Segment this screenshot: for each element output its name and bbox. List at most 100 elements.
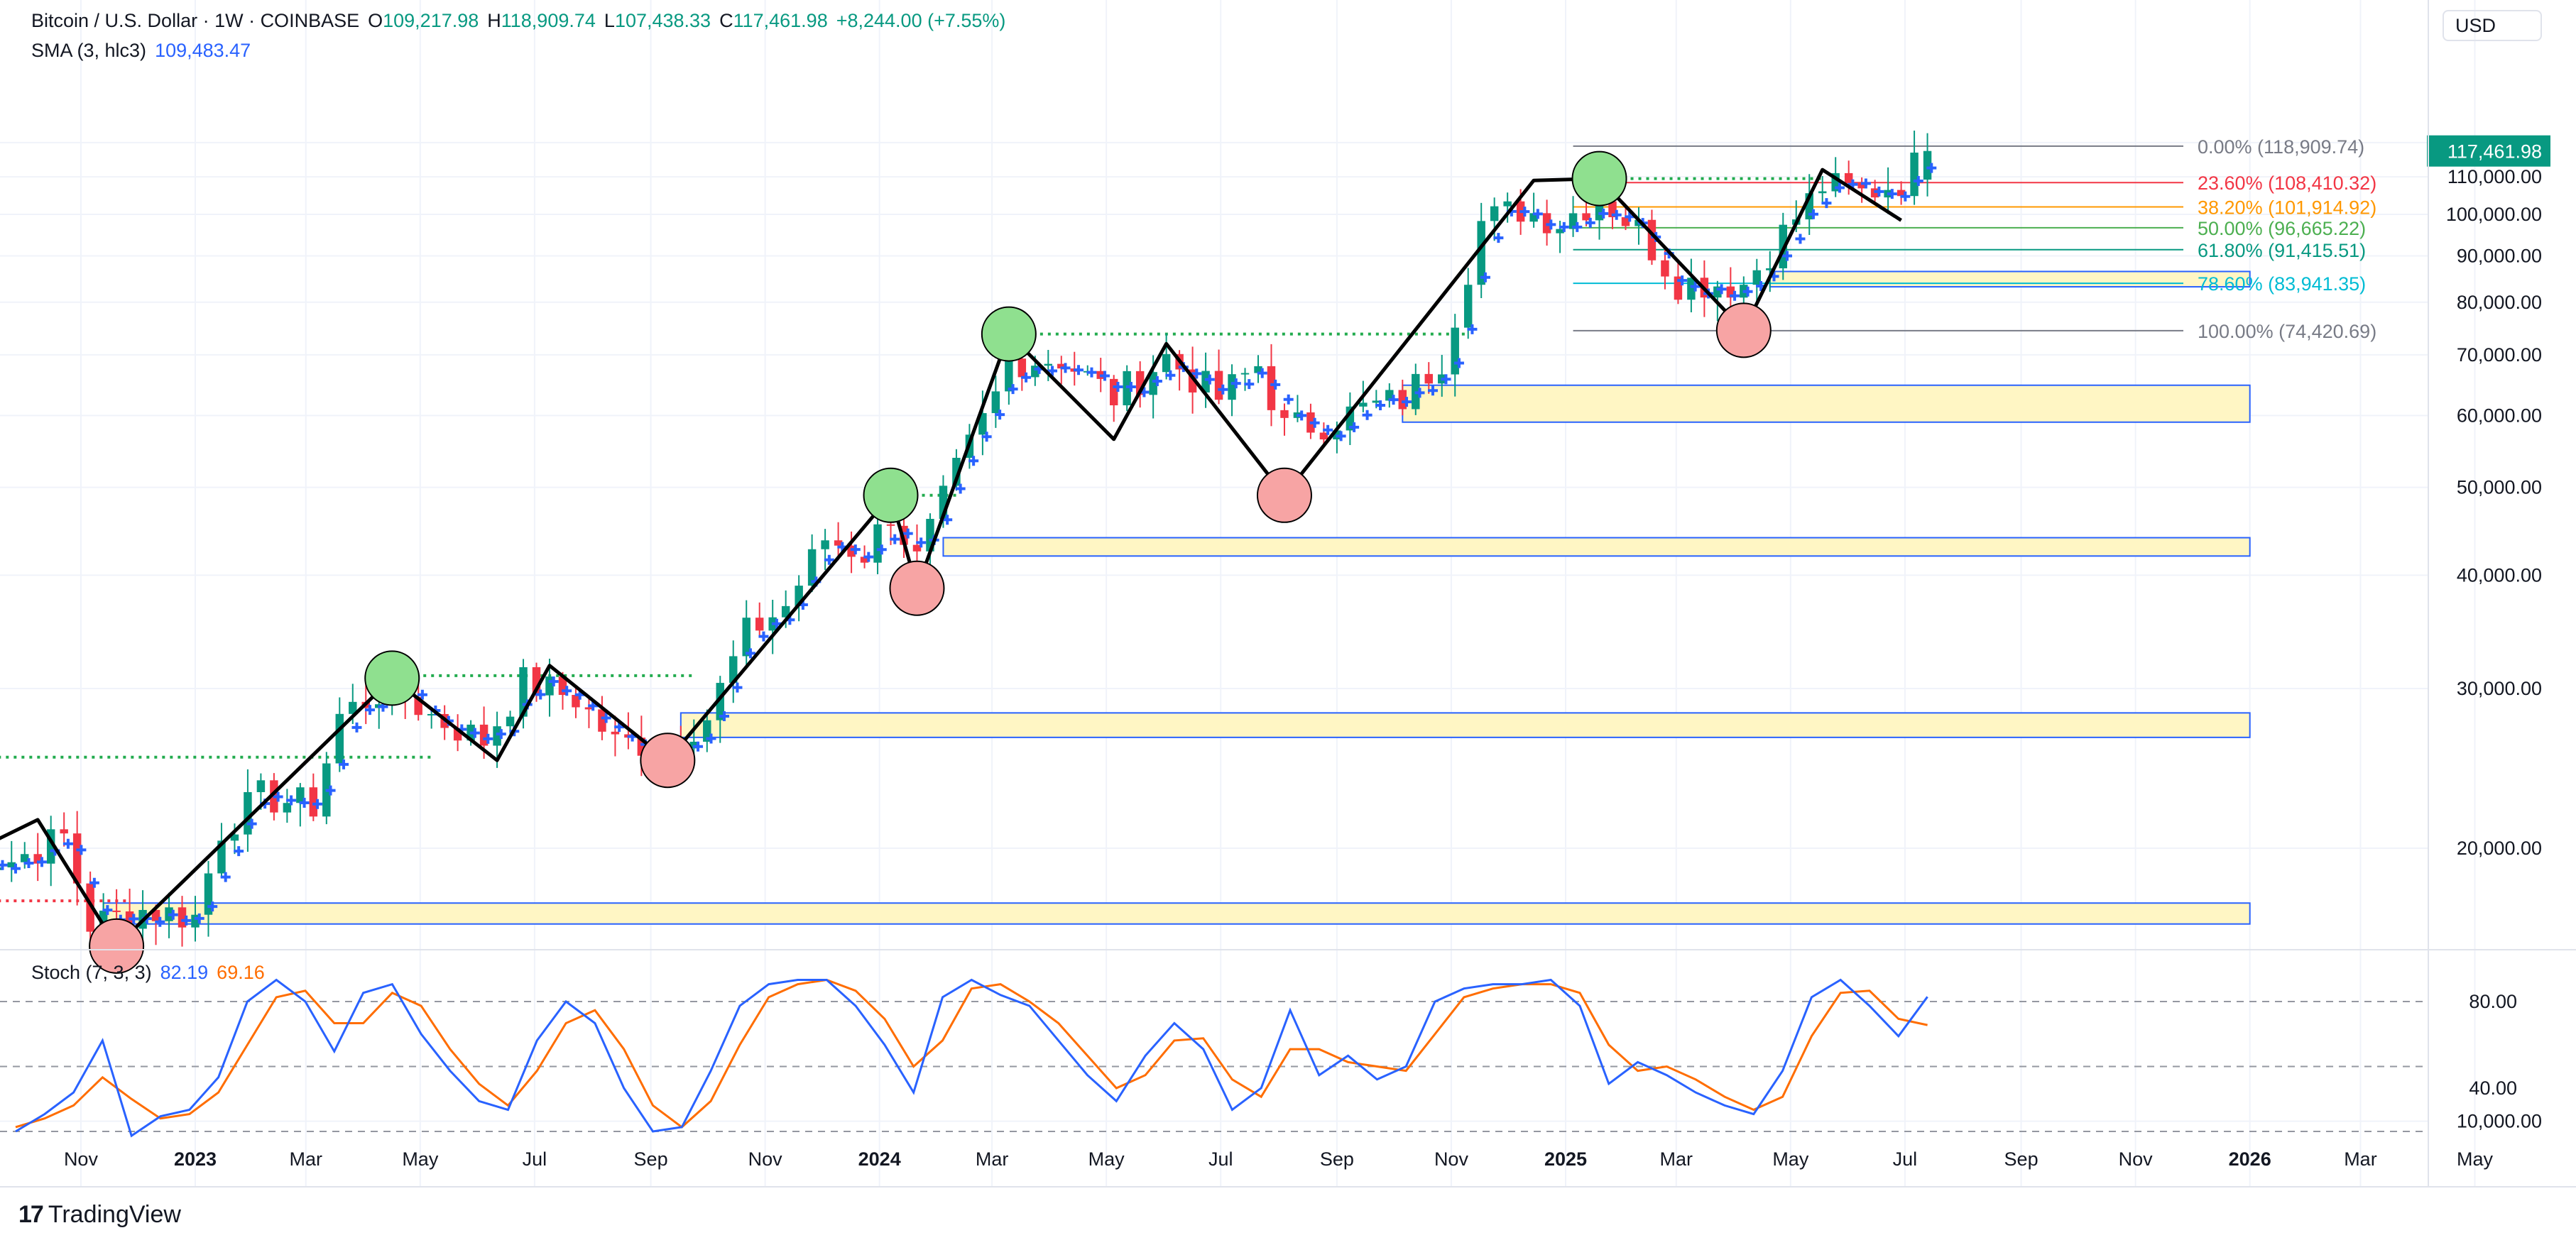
sma-cross — [1781, 251, 1792, 261]
sma-cross — [995, 410, 1005, 420]
currency-button[interactable]: USD — [2443, 10, 2542, 41]
candle-body — [72, 833, 82, 884]
candle-body — [112, 910, 121, 912]
price-axis-label: 10,000.00 — [2457, 1111, 2542, 1132]
sma-cross — [0, 860, 8, 870]
time-axis-label: Mar — [976, 1148, 1009, 1170]
candle-body — [1201, 371, 1210, 393]
sma-cross — [1165, 370, 1176, 380]
time-axis-label: 2025 — [1544, 1148, 1587, 1170]
price-grid — [0, 141, 2428, 1122]
sma-cross — [129, 914, 139, 924]
candle-body — [1017, 358, 1027, 378]
candle-body — [795, 586, 803, 606]
candle-body — [493, 726, 501, 746]
sma-cross — [1808, 209, 1818, 219]
stoch-lines — [15, 978, 1928, 1138]
price-axis-label: 70,000.00 — [2457, 344, 2542, 366]
last-price-tag — [2427, 135, 2550, 167]
tradingview-logo[interactable]: 17 TradingView — [18, 1201, 181, 1229]
sma-cross — [1073, 365, 1084, 375]
sma-cross — [1598, 208, 1609, 219]
time-axis-label: May — [402, 1148, 439, 1170]
candle-body — [427, 713, 436, 715]
sma-cross — [1716, 284, 1727, 295]
sma-cross — [1427, 385, 1438, 396]
sma-cross — [89, 877, 99, 888]
stoch-legend[interactable]: Stoch (7, 3, 3) 82.19 69.16 — [31, 962, 273, 984]
sma-cross — [1532, 209, 1543, 219]
time-axis-label: Mar — [2344, 1148, 2377, 1170]
sma-cross — [902, 528, 913, 539]
sma-cross — [1230, 378, 1241, 389]
price-axis-label: 40,000.00 — [2457, 564, 2542, 586]
stoch-axis-label: 80.00 — [2469, 991, 2517, 1012]
stoch-axis: 40.00 80.00 — [2469, 991, 2517, 1099]
sma-cross — [1611, 209, 1622, 220]
sma-cross — [850, 544, 861, 555]
candle-body — [1385, 390, 1394, 401]
sma-cross — [562, 686, 572, 696]
sma-cross — [1113, 381, 1123, 392]
candle-body — [414, 696, 422, 715]
price-axis-label: 90,000.00 — [2457, 245, 2542, 266]
sma-legend[interactable]: SMA (3, hlc3) 109,483.47 — [31, 40, 259, 62]
time-axis[interactable]: Nov 2023 Mar May Jul Sep Nov 2024 Mar May Jul Sep No… — [64, 1148, 2494, 1170]
candle-body — [1451, 327, 1459, 375]
fib-level-label: 23.60% (108,410.32) — [2198, 172, 2376, 194]
sma-cross — [76, 845, 87, 855]
symbol-legend[interactable]: Bitcoin / U.S. Dollar · 1W · COINBASE O10… — [31, 10, 1014, 32]
candle-body — [1477, 221, 1485, 285]
stoch-label: Stoch (7, 3, 3) — [31, 962, 152, 983]
candle-body — [1556, 229, 1564, 234]
sma-cross — [1926, 163, 1937, 173]
candle-body — [1582, 213, 1590, 221]
candle-body — [453, 728, 462, 741]
stoch-k-value: 82.19 — [160, 962, 209, 983]
candle-body — [191, 914, 200, 928]
tv-logo-icon: 17 — [18, 1201, 44, 1228]
candle-body — [703, 720, 711, 742]
candle-body — [1109, 378, 1118, 406]
candle-body — [506, 716, 515, 727]
candle-body — [689, 741, 699, 749]
candle-body — [1005, 358, 1013, 392]
sma-cross — [36, 857, 47, 867]
sma-cross — [1297, 410, 1307, 421]
candle-body — [1372, 400, 1381, 403]
candle-body — [939, 486, 948, 520]
time-axis-label: 2024 — [858, 1148, 901, 1170]
candle-body — [21, 854, 29, 862]
sma-cross — [1519, 207, 1530, 217]
sma-cross — [745, 648, 755, 659]
candle-body — [1503, 201, 1512, 207]
candle-body — [1280, 410, 1289, 418]
price-axis[interactable]: 10,000.00 20,000.00 30,000.00 40,000.00 50,0… — [2427, 132, 2550, 1132]
sma-cross — [483, 733, 493, 744]
time-axis-label: Jul — [1208, 1148, 1233, 1170]
stoch-k-line — [15, 978, 1928, 1138]
candle-body — [1726, 286, 1735, 298]
candle-body — [1463, 285, 1473, 328]
sma-cross — [312, 799, 323, 809]
sma-cross — [1218, 384, 1228, 395]
sma-cross — [1021, 372, 1032, 383]
sma-cross — [102, 905, 113, 916]
candle-body — [1319, 432, 1328, 440]
sma-cross — [1742, 286, 1753, 297]
fib-level-label: 100.00% (74,420.69) — [2198, 321, 2376, 342]
candle-body — [1687, 278, 1696, 300]
sma-cross — [771, 618, 782, 629]
high-value: 118,909.74 — [501, 10, 596, 31]
pivot-markers — [89, 150, 1772, 974]
sma-cross — [1887, 189, 1897, 199]
candle-body — [1805, 193, 1813, 220]
candle-body — [1267, 366, 1276, 410]
sma-cross — [1821, 198, 1832, 209]
candle-body — [1568, 213, 1578, 229]
time-axis-label: Mar — [290, 1148, 323, 1170]
swing-high-marker — [364, 650, 420, 706]
sma-cross — [1257, 368, 1267, 378]
candle-body — [886, 524, 895, 526]
